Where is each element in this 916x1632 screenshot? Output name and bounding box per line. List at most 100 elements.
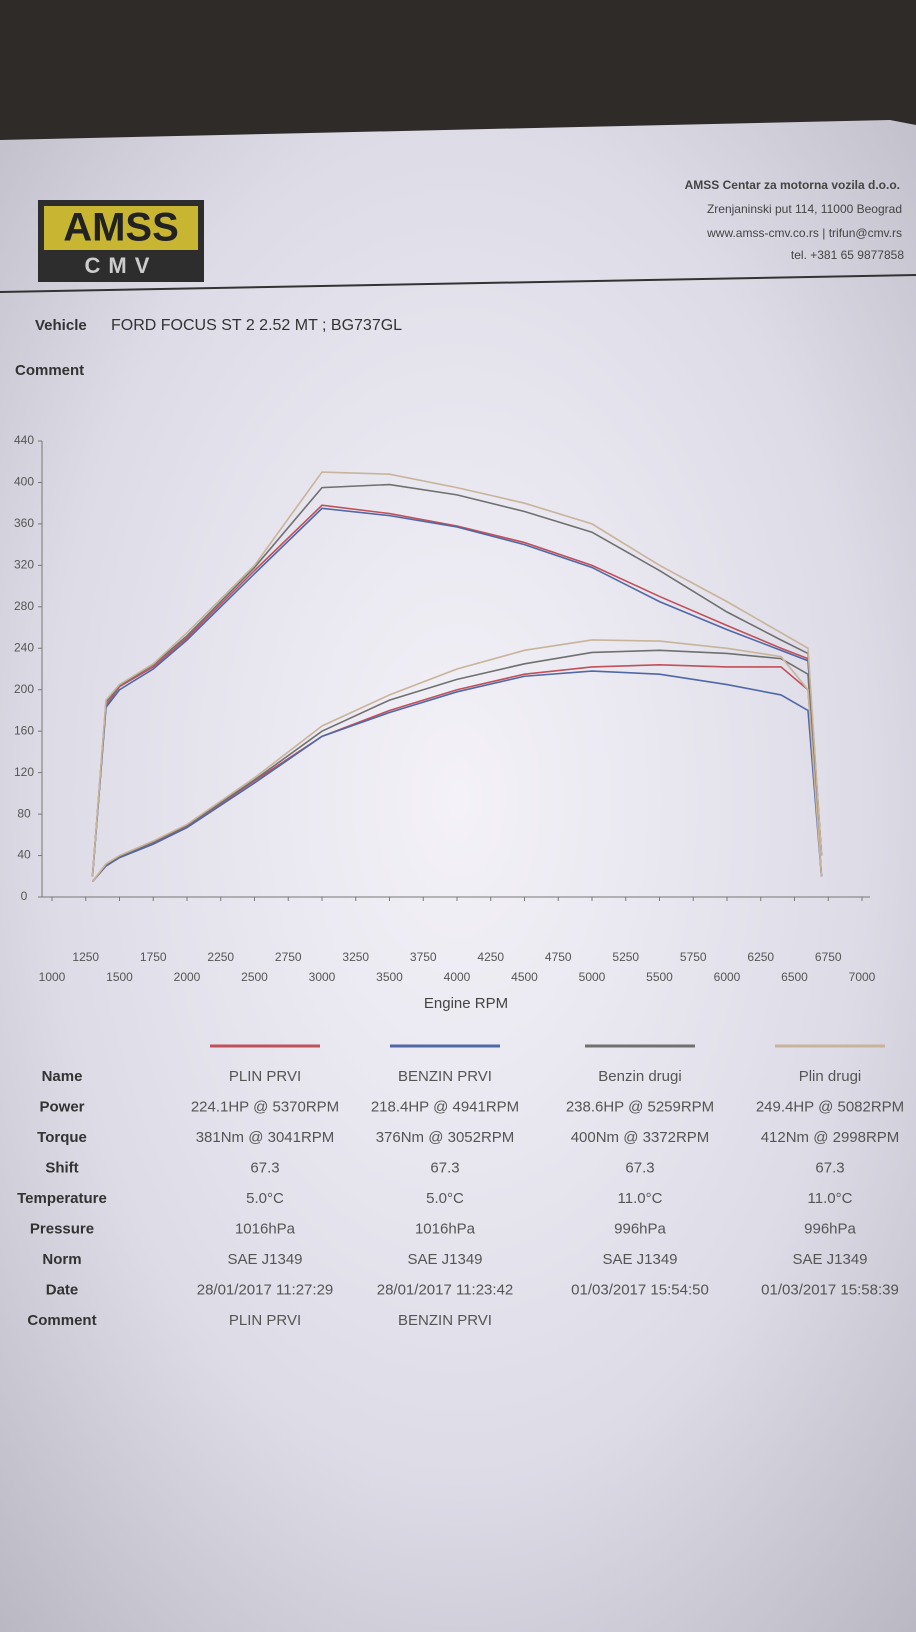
y-tick-label: 400 — [14, 475, 34, 489]
x-tick-label: 6500 — [781, 970, 808, 984]
row-label: Power — [39, 1098, 84, 1115]
result-cell: 5.0°C — [426, 1190, 464, 1207]
legend-name: Benzin drugi — [598, 1068, 681, 1085]
x-tick-label: 6250 — [747, 950, 774, 964]
result-cell: 11.0°C — [618, 1190, 663, 1207]
row-label: Pressure — [30, 1220, 94, 1237]
x-tick-label: 6000 — [714, 970, 741, 984]
result-cell: 67.3 — [815, 1159, 844, 1176]
x-tick-label: 5500 — [646, 970, 673, 984]
row-label: Torque — [37, 1129, 87, 1146]
result-cell: 5.0°C — [246, 1190, 284, 1207]
result-cell: 376Nm @ 3052RPM — [376, 1129, 515, 1146]
torque-line — [91, 483, 823, 877]
header-rule — [0, 274, 916, 293]
x-tick-label: 1250 — [72, 950, 99, 964]
vehicle-value: FORD FOCUS ST 2 2.52 MT ; BG737GL — [111, 317, 402, 334]
result-cell: 381Nm @ 3041RPM — [196, 1129, 335, 1146]
x-tick-label: 4500 — [511, 970, 538, 984]
legend-name: BENZIN PRVI — [398, 1068, 492, 1085]
x-tick-label: 3500 — [376, 970, 403, 984]
result-cell: 67.3 — [430, 1159, 459, 1176]
legend-name: Plin drugi — [799, 1068, 862, 1085]
result-cell: 412Nm @ 2998RPM — [761, 1129, 900, 1146]
result-cell: 01/03/2017 15:58:39 — [761, 1281, 899, 1298]
logo-top: AMSS — [63, 206, 179, 250]
address: Zrenjaninski put 114, 11000 Beograd — [707, 202, 902, 216]
result-cell: 28/01/2017 11:27:29 — [197, 1281, 334, 1298]
result-cell: 400Nm @ 3372RPM — [571, 1129, 710, 1146]
x-tick-label: 4250 — [477, 950, 504, 964]
y-tick-label: 160 — [14, 723, 34, 737]
result-cell: 28/01/2017 11:23:42 — [377, 1281, 514, 1298]
row-label: Norm — [42, 1251, 81, 1268]
logo-band — [44, 206, 198, 250]
result-cell: 1016hPa — [235, 1220, 296, 1237]
y-tick-label: 80 — [17, 806, 31, 820]
result-cell: SAE J1349 — [227, 1251, 302, 1268]
x-axis-label: Engine RPM — [424, 995, 508, 1012]
result-cell: SAE J1349 — [792, 1251, 867, 1268]
result-cell: 67.3 — [625, 1159, 654, 1176]
result-cell: 996hPa — [614, 1220, 666, 1237]
result-cell: 249.4HP @ 5082RPM — [756, 1098, 904, 1115]
y-tick-label: 280 — [14, 599, 34, 613]
result-cell: 11.0°C — [808, 1190, 853, 1207]
paper — [0, 120, 916, 1632]
web: www.amss-cmv.co.rs | trifun@cmv.rs — [706, 226, 902, 240]
x-tick-label: 2000 — [174, 970, 201, 984]
vehicle-label: Vehicle — [35, 317, 87, 334]
y-tick-label: 200 — [14, 682, 34, 696]
torque-line — [91, 471, 823, 877]
result-cell: 67.3 — [250, 1159, 279, 1176]
result-cell: SAE J1349 — [407, 1251, 482, 1268]
x-tick-label: 4000 — [444, 970, 471, 984]
y-tick-label: 440 — [14, 433, 34, 447]
x-tick-label: 1500 — [106, 970, 133, 984]
x-tick-label: 6750 — [815, 950, 842, 964]
row-label: Temperature — [17, 1190, 107, 1207]
x-tick-label: 5000 — [579, 970, 606, 984]
row-label: Comment — [27, 1312, 96, 1329]
row-label: Date — [46, 1281, 79, 1298]
x-tick-label: 3750 — [410, 950, 437, 964]
phone: tel. +381 65 9877858 — [791, 248, 904, 262]
result-cell: 1016hPa — [415, 1220, 476, 1237]
x-tick-label: 2250 — [207, 950, 234, 964]
y-tick-label: 120 — [14, 765, 34, 779]
y-tick-label: 360 — [14, 516, 34, 530]
logo-bottom: CMV — [85, 253, 158, 278]
result-cell: 224.1HP @ 5370RPM — [191, 1098, 339, 1115]
torque-line — [91, 507, 823, 877]
x-tick-label: 1000 — [39, 970, 66, 984]
y-tick-label: 0 — [21, 889, 28, 903]
row-label: Name — [42, 1068, 83, 1085]
power-line — [91, 639, 823, 882]
y-tick-label: 240 — [14, 640, 34, 654]
x-tick-label: 3250 — [342, 950, 369, 964]
x-tick-label: 2750 — [275, 950, 302, 964]
y-tick-label: 40 — [17, 848, 31, 862]
result-cell: SAE J1349 — [602, 1251, 677, 1268]
legend-name: PLIN PRVI — [229, 1068, 301, 1085]
x-tick-label: 1750 — [140, 950, 167, 964]
x-tick-label: 7000 — [849, 970, 876, 984]
x-tick-label: 5250 — [612, 950, 639, 964]
result-cell: PLIN PRVI — [229, 1312, 301, 1329]
result-cell: 996hPa — [804, 1220, 856, 1237]
result-cell: 01/03/2017 15:54:50 — [571, 1281, 709, 1298]
row-label: Shift — [45, 1159, 78, 1176]
torque-line — [91, 504, 823, 877]
comment-label: Comment — [15, 362, 84, 379]
result-cell: BENZIN PRVI — [398, 1312, 492, 1329]
company: AMSS Centar za motorna vozila d.o.o. — [685, 178, 900, 192]
x-tick-label: 3000 — [309, 970, 336, 984]
result-cell: 218.4HP @ 4941RPM — [371, 1098, 519, 1115]
power-line — [91, 670, 823, 882]
result-cell: 238.6HP @ 5259RPM — [566, 1098, 714, 1115]
x-tick-label: 5750 — [680, 950, 707, 964]
y-tick-label: 320 — [14, 558, 34, 572]
x-tick-label: 2500 — [241, 970, 268, 984]
